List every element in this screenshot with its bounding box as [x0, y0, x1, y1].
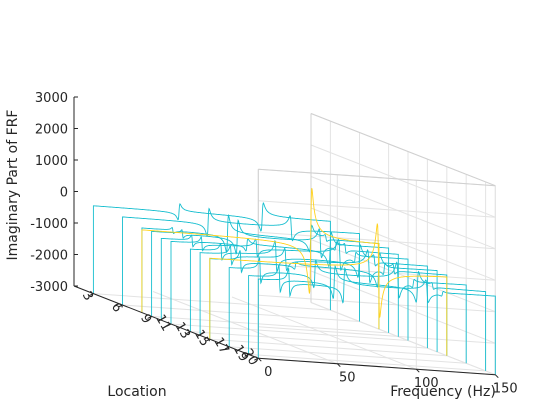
- y-tick: [244, 353, 249, 357]
- series-lines: [92, 188, 496, 375]
- y-tick-label: 6: [108, 300, 125, 315]
- x-tick-label: 150: [493, 382, 518, 397]
- grid-line: [231, 296, 417, 370]
- y-axis-line: [73, 285, 259, 359]
- grid-line: [258, 294, 496, 313]
- y-tick-label: 20: [240, 346, 261, 368]
- y-tick-label: 3: [79, 289, 96, 304]
- grid-line: [248, 353, 486, 372]
- grid-line: [93, 293, 331, 311]
- series-line-location-8: [141, 213, 380, 330]
- z-tick-label: -3000: [30, 280, 68, 295]
- grid-line: [229, 346, 467, 364]
- x-tick-label: 50: [339, 371, 356, 386]
- series-line-location-20: [257, 266, 496, 375]
- grid-line: [310, 302, 496, 376]
- x-tick: [257, 357, 262, 362]
- y-tick: [89, 293, 94, 297]
- y-tick: [205, 338, 211, 342]
- y-axis-label: Location: [107, 384, 166, 400]
- x-axis-label: Frequency (Hz): [390, 384, 496, 400]
- grid-line: [258, 326, 496, 344]
- x-tick-label: 0: [264, 365, 272, 380]
- grid-line: [151, 315, 389, 334]
- box-edge: [258, 168, 496, 187]
- x-tick: [415, 368, 420, 373]
- y-tick: [147, 315, 152, 319]
- z-tick-label: -2000: [30, 249, 68, 264]
- grid-line: [122, 304, 360, 322]
- highlight-line-location-15: [209, 223, 448, 356]
- grid-lines: [73, 113, 496, 376]
- grid-line: [152, 291, 338, 365]
- series-line-location-19: [248, 264, 487, 371]
- y-tick-label: 13: [172, 320, 193, 342]
- series-line-location-9: [151, 219, 390, 333]
- series-line-location-15: [209, 250, 448, 356]
- series-line-location-13: [189, 240, 428, 349]
- y-tick: [186, 331, 191, 335]
- y-tick: [118, 304, 123, 308]
- y-tick-label: 15: [191, 327, 212, 349]
- series-line-location-17: [228, 257, 467, 364]
- z-tick-label: 0: [60, 186, 68, 201]
- x-tick: [336, 363, 341, 368]
- series-line-location-6: [122, 207, 360, 322]
- z-axis-label: Imaginary Part of FRF: [5, 110, 21, 261]
- y-tick-label: 17: [210, 335, 231, 357]
- grid-line: [310, 176, 496, 250]
- grid-line: [190, 331, 428, 349]
- y-tick-label: 9: [137, 312, 154, 327]
- grid-line: [258, 200, 496, 218]
- grid-line: [310, 239, 496, 313]
- z-tick-label: 3000: [35, 91, 68, 106]
- grid-line: [209, 338, 447, 357]
- y-tick: [166, 323, 172, 327]
- y-tick-label: 11: [152, 312, 173, 334]
- highlight-line-location-8: [141, 188, 380, 330]
- grid-line: [310, 270, 496, 344]
- x-tick: [494, 374, 499, 379]
- grid-line: [170, 323, 409, 341]
- series-line-location-3: [92, 202, 331, 311]
- x-axis-line: [258, 357, 496, 376]
- y-tick: [224, 346, 230, 350]
- y-tick: [254, 357, 259, 361]
- x-tick-label: 100: [414, 376, 439, 391]
- y-tick-label: 19: [230, 343, 251, 365]
- series-line-location-10: [160, 231, 399, 337]
- grid-line: [258, 231, 496, 250]
- z-tick-label: -1000: [30, 217, 68, 232]
- z-tick-label: 1000: [35, 154, 68, 169]
- z-tick-label: 2000: [35, 123, 68, 138]
- box-edge: [310, 113, 496, 187]
- grid-line: [310, 144, 496, 218]
- grid-line: [310, 207, 496, 281]
